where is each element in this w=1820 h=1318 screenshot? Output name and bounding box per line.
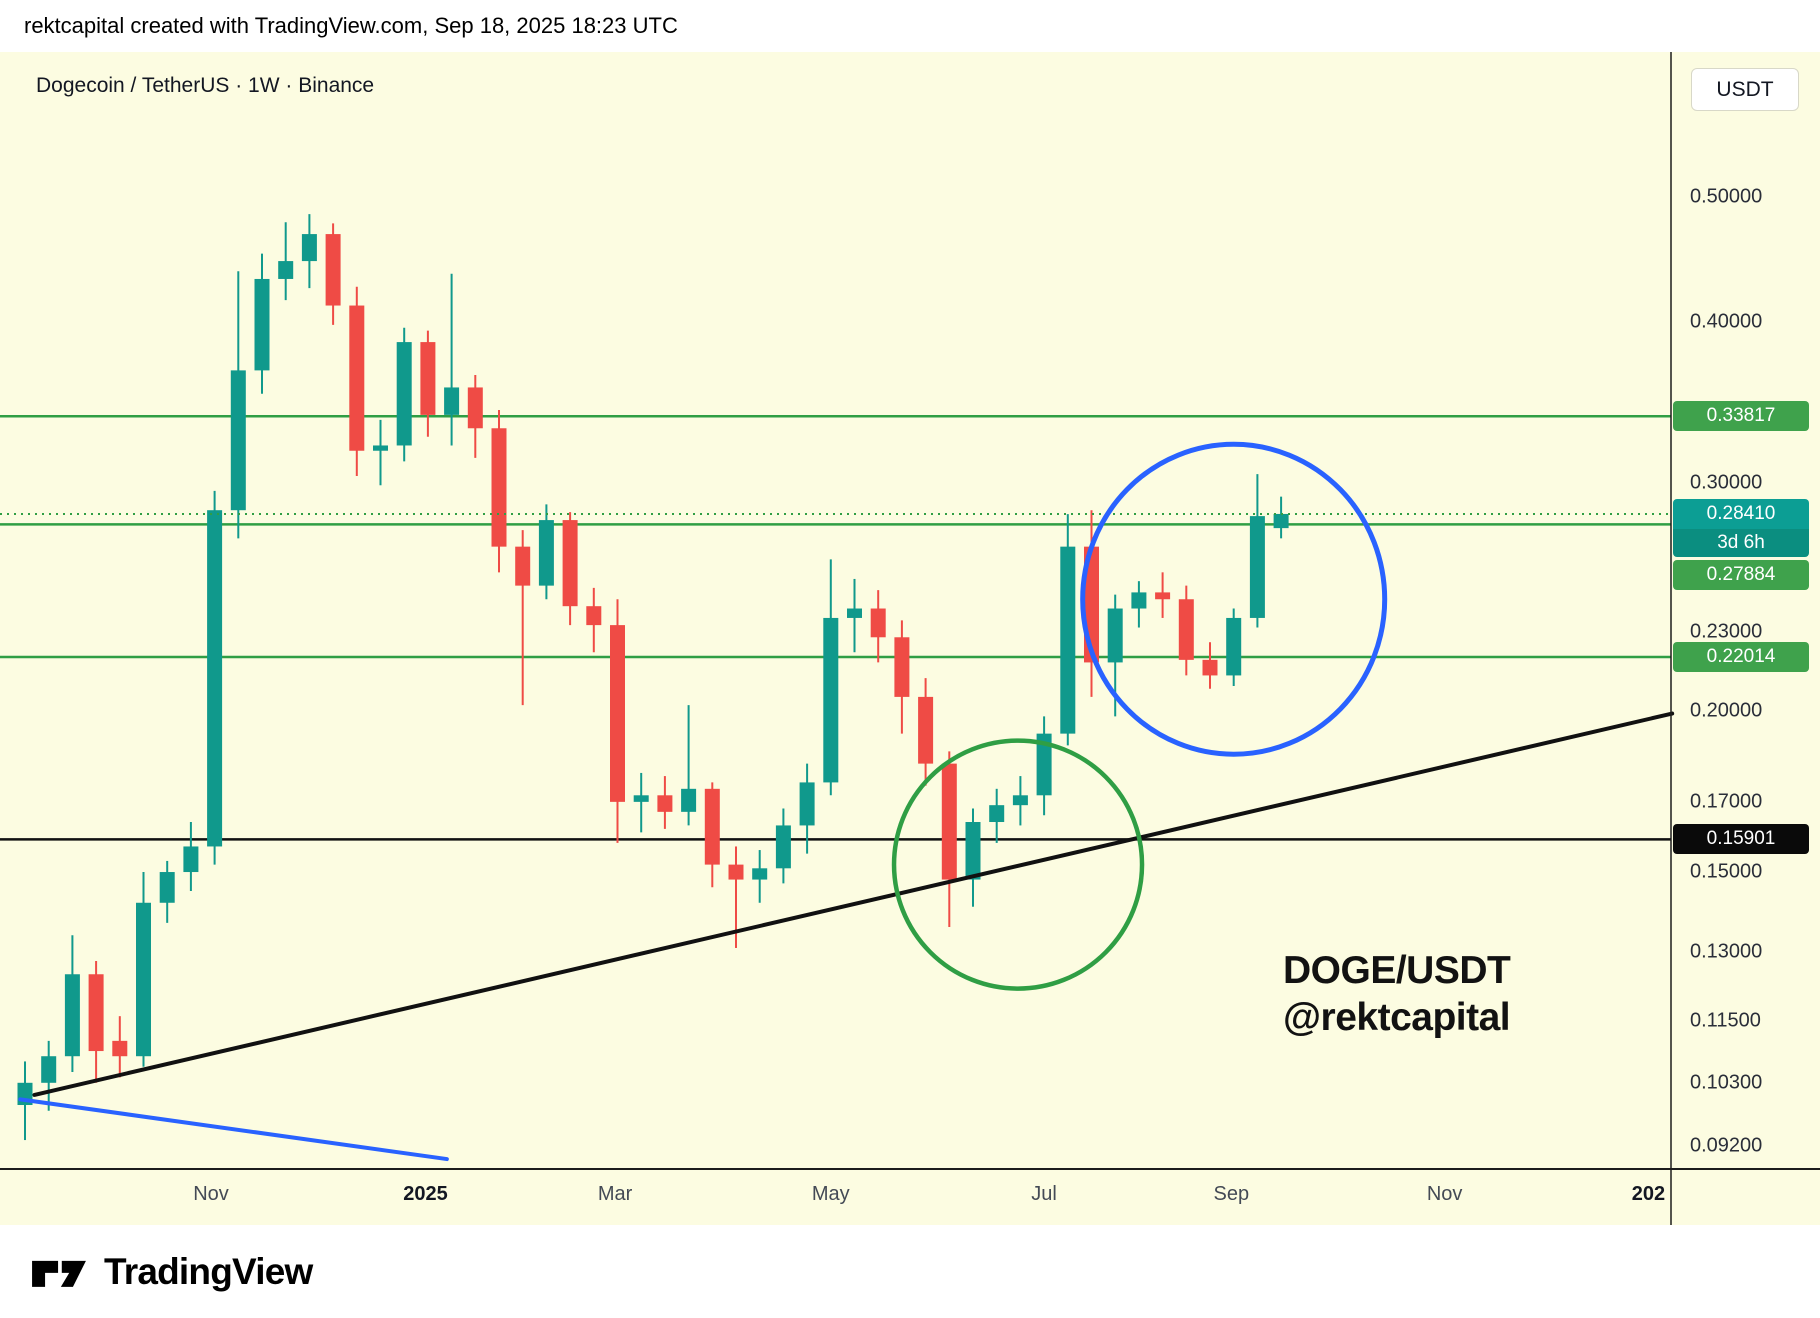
- candle-body: [1060, 546, 1076, 734]
- price-tick-label: 0.09200: [1690, 1134, 1763, 1157]
- candle-body: [64, 974, 80, 1057]
- candle-body: [1273, 513, 1289, 529]
- time-tick-label: 202: [1631, 1183, 1666, 1205]
- price-tick-label: 0.23000: [1690, 620, 1763, 643]
- candle-body: [396, 342, 412, 446]
- green-highlight-circle[interactable]: [891, 738, 1145, 991]
- candle-body: [136, 902, 151, 1057]
- candle-body: [444, 387, 460, 415]
- candle-body: [538, 520, 554, 586]
- price-axis[interactable]: 0.50000 0.40000 0.30000 0.23000 0.20000 0.170…: [0, 52, 1820, 1225]
- candle-body: [1226, 617, 1242, 676]
- candle-body: [207, 510, 223, 847]
- candle-body: [1249, 516, 1265, 618]
- time-axis[interactable]: Nov 2025 Mar May Jul Sep Nov 202: [0, 1169, 1820, 1225]
- price-tick-label: 0.20000: [1690, 699, 1763, 722]
- price-axis-badges: 0.33817 0.28410 3d 6h 0.27884 0.22014 0.15901: [0, 52, 1820, 1225]
- chart-area[interactable]: Dogecoin / TetherUS · 1W · Binance USDT …: [0, 52, 1820, 1225]
- candle-body: [301, 234, 317, 262]
- candle-body: [1155, 592, 1171, 600]
- price-level-badge-0.27884: 0.27884: [1673, 559, 1809, 590]
- candle-body: [1202, 659, 1218, 676]
- price-tick-label: 0.13000: [1690, 940, 1763, 963]
- price-tick-label: 0.11500: [1690, 1009, 1761, 1032]
- candle-body: [633, 795, 649, 802]
- price-level-badge-0.15901: 0.15901: [1673, 824, 1809, 855]
- candle-body: [775, 825, 791, 869]
- candle-body: [1178, 599, 1194, 660]
- candle-body: [373, 445, 388, 451]
- chart-watermark: DOGE/USDT @rektcapital: [1283, 948, 1511, 1042]
- candle-body: [823, 617, 839, 783]
- candle-body: [41, 1056, 57, 1083]
- candle-body: [230, 370, 246, 511]
- candle-body: [159, 872, 175, 903]
- candle-body: [728, 864, 744, 880]
- candle-body: [515, 546, 531, 586]
- watermark-pair: DOGE/USDT: [1283, 949, 1511, 992]
- time-tick-label: Nov: [1426, 1183, 1463, 1205]
- rising-support-trendline[interactable]: [32, 711, 1675, 1097]
- time-tick-label: Nov: [193, 1183, 229, 1205]
- candle-body: [467, 387, 483, 429]
- footer: TradingView: [0, 1225, 1820, 1318]
- candle-body: [112, 1040, 128, 1057]
- price-level-badge-0.28410: 0.28410: [1673, 498, 1809, 529]
- price-tick-label: 0.50000: [1690, 185, 1763, 208]
- symbol-title[interactable]: Dogecoin / TetherUS · 1W · Binance: [36, 74, 375, 97]
- price-tick-label: 0.30000: [1690, 471, 1763, 494]
- candle-body: [918, 696, 934, 764]
- candle-body: [704, 788, 720, 865]
- price-scale-currency-button[interactable]: USDT: [1691, 68, 1799, 111]
- candle-body: [254, 278, 270, 371]
- time-tick-label: 2025: [403, 1183, 448, 1205]
- price-tick-label: 0.40000: [1690, 310, 1763, 333]
- candle-body: [1012, 795, 1028, 806]
- candle-body: [325, 234, 341, 306]
- time-tick-label: May: [811, 1183, 850, 1205]
- candle-body: [870, 608, 886, 638]
- candle-body: [941, 763, 957, 880]
- price-level-badge-0.33817: 0.33817: [1673, 401, 1809, 432]
- blue-highlight-circle[interactable]: [1080, 441, 1388, 757]
- candle-body: [1036, 733, 1052, 796]
- candle-body: [610, 625, 625, 802]
- time-tick-label: Mar: [597, 1183, 633, 1205]
- candle-body: [847, 608, 862, 618]
- candle-body: [1131, 592, 1147, 609]
- candle-body: [965, 822, 981, 880]
- candle-body: [1107, 608, 1123, 663]
- candle-body: [752, 868, 768, 880]
- price-tick-label: 0.10300: [1690, 1071, 1763, 1094]
- candle-body: [894, 637, 910, 697]
- watermark-handle: @rektcapital: [1283, 995, 1511, 1039]
- candle-body: [491, 428, 507, 547]
- candle-body: [989, 805, 1005, 823]
- time-tick-label: Sep: [1213, 1183, 1250, 1205]
- falling-blue-trendline[interactable]: [18, 1097, 449, 1162]
- tradingview-brand[interactable]: TradingView: [28, 1246, 313, 1298]
- price-tick-label: 0.17000: [1690, 790, 1763, 813]
- candle-body: [586, 606, 602, 626]
- candle-body: [681, 788, 697, 812]
- candle-body: [420, 342, 436, 415]
- candle-body: [657, 795, 673, 812]
- candle-body: [562, 520, 578, 607]
- price-level-badge-0.22014: 0.22014: [1673, 641, 1809, 672]
- candle-body: [799, 782, 815, 826]
- bar-countdown-badge: 3d 6h: [1673, 528, 1809, 557]
- currency-label: USDT: [1716, 77, 1774, 101]
- candlestick-chart[interactable]: [0, 52, 1820, 1225]
- tradingview-brand-text: TradingView: [104, 1250, 313, 1292]
- candle-body: [88, 974, 104, 1052]
- candle-body: [183, 846, 199, 873]
- attribution-bar: rektcapital created with TradingView.com…: [0, 0, 1820, 52]
- price-tick-label: 0.15000: [1690, 860, 1763, 883]
- candle-body: [349, 305, 365, 451]
- tradingview-logo-icon: [32, 1260, 86, 1287]
- candle-body: [278, 261, 294, 279]
- time-tick-label: Jul: [1031, 1183, 1057, 1205]
